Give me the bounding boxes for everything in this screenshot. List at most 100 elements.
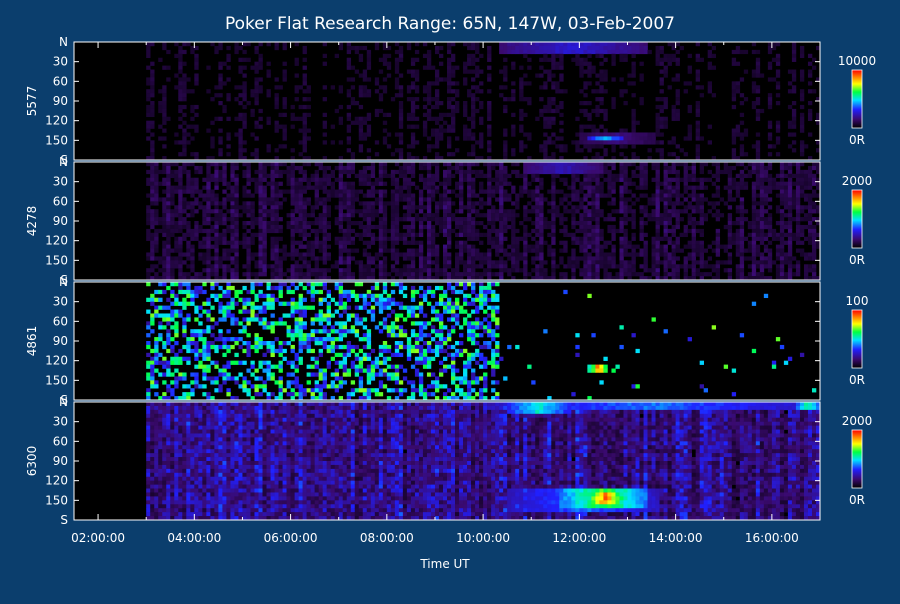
intensity-cell	[395, 178, 399, 182]
intensity-cell	[623, 264, 627, 268]
intensity-cell	[263, 217, 267, 221]
intensity-cell	[226, 117, 230, 121]
intensity-cell	[800, 50, 804, 54]
intensity-cell	[186, 264, 190, 268]
intensity-cell	[447, 125, 451, 129]
intensity-cell	[788, 221, 792, 225]
intensity-cell	[367, 213, 371, 217]
intensity-cell	[503, 190, 507, 194]
intensity-cell	[567, 42, 571, 46]
intensity-cell	[291, 237, 295, 241]
intensity-cell	[756, 213, 760, 217]
intensity-cell	[664, 54, 668, 58]
intensity-cell	[668, 166, 672, 170]
intensity-cell	[146, 256, 150, 260]
intensity-cell	[503, 197, 507, 201]
intensity-cell	[503, 193, 507, 197]
intensity-cell	[519, 193, 523, 197]
intensity-cell	[531, 221, 535, 225]
intensity-cell	[375, 209, 379, 213]
intensity-cell	[447, 237, 451, 241]
intensity-cell	[383, 166, 387, 170]
intensity-cell	[672, 109, 676, 113]
intensity-cell	[595, 272, 599, 276]
intensity-cell	[150, 105, 154, 109]
intensity-cell	[190, 182, 194, 186]
intensity-cell	[182, 233, 186, 237]
intensity-cell	[250, 178, 254, 182]
intensity-cell	[263, 197, 267, 201]
intensity-cell	[154, 186, 158, 190]
intensity-cell	[507, 217, 511, 221]
intensity-cell	[226, 193, 230, 197]
intensity-cell	[234, 85, 238, 89]
intensity-cell	[599, 256, 603, 260]
intensity-cell	[551, 178, 555, 182]
intensity-cell	[495, 241, 499, 245]
intensity-cell	[744, 129, 748, 133]
intensity-cell	[788, 125, 792, 129]
intensity-cell	[768, 233, 772, 237]
intensity-cell	[419, 197, 423, 201]
intensity-cell	[700, 272, 704, 276]
intensity-cell	[214, 178, 218, 182]
intensity-cell	[507, 245, 511, 249]
intensity-cell	[242, 264, 246, 268]
intensity-cell	[214, 182, 218, 186]
intensity-cell	[178, 117, 182, 121]
intensity-cell	[246, 182, 250, 186]
intensity-cell	[752, 233, 756, 237]
intensity-cell	[579, 109, 583, 113]
intensity-cell	[202, 193, 206, 197]
intensity-cell	[692, 249, 696, 253]
intensity-cell	[800, 190, 804, 194]
intensity-cell	[700, 162, 704, 166]
intensity-cell	[267, 174, 271, 178]
intensity-cell	[146, 46, 150, 50]
intensity-cell	[467, 197, 471, 201]
intensity-cell	[295, 249, 299, 253]
intensity-cell	[599, 193, 603, 197]
intensity-cell	[696, 186, 700, 190]
intensity-cell	[551, 152, 555, 156]
intensity-cell	[395, 170, 399, 174]
intensity-cell	[206, 268, 210, 272]
intensity-cell	[383, 221, 387, 225]
intensity-cell	[174, 42, 178, 46]
intensity-cell	[808, 256, 812, 260]
intensity-cell	[242, 42, 246, 46]
intensity-cell	[395, 93, 399, 97]
intensity-cell	[146, 105, 150, 109]
intensity-cell	[760, 193, 764, 197]
intensity-cell	[768, 97, 772, 101]
intensity-cell	[427, 166, 431, 170]
intensity-cell	[371, 205, 375, 209]
intensity-cell	[511, 162, 515, 166]
intensity-cell	[804, 144, 808, 148]
intensity-cell	[664, 260, 668, 264]
intensity-cell	[664, 221, 668, 225]
intensity-cell	[776, 221, 780, 225]
intensity-cell	[218, 201, 222, 205]
intensity-cell	[732, 136, 736, 140]
intensity-cell	[283, 272, 287, 276]
intensity-cell	[603, 178, 607, 182]
intensity-cell	[808, 264, 812, 268]
intensity-cell	[218, 264, 222, 268]
intensity-cell	[423, 125, 427, 129]
intensity-cell	[615, 229, 619, 233]
intensity-cell	[760, 162, 764, 166]
intensity-cell	[455, 193, 459, 197]
intensity-cell	[740, 77, 744, 81]
intensity-cell	[291, 264, 295, 268]
intensity-cell	[391, 268, 395, 272]
intensity-cell	[539, 66, 543, 70]
intensity-cell	[487, 252, 491, 256]
intensity-cell	[603, 256, 607, 260]
intensity-cell	[427, 260, 431, 264]
intensity-cell	[551, 201, 555, 205]
intensity-cell	[640, 249, 644, 253]
intensity-cell	[363, 121, 367, 125]
intensity-cell	[391, 182, 395, 186]
intensity-cell	[615, 42, 619, 46]
